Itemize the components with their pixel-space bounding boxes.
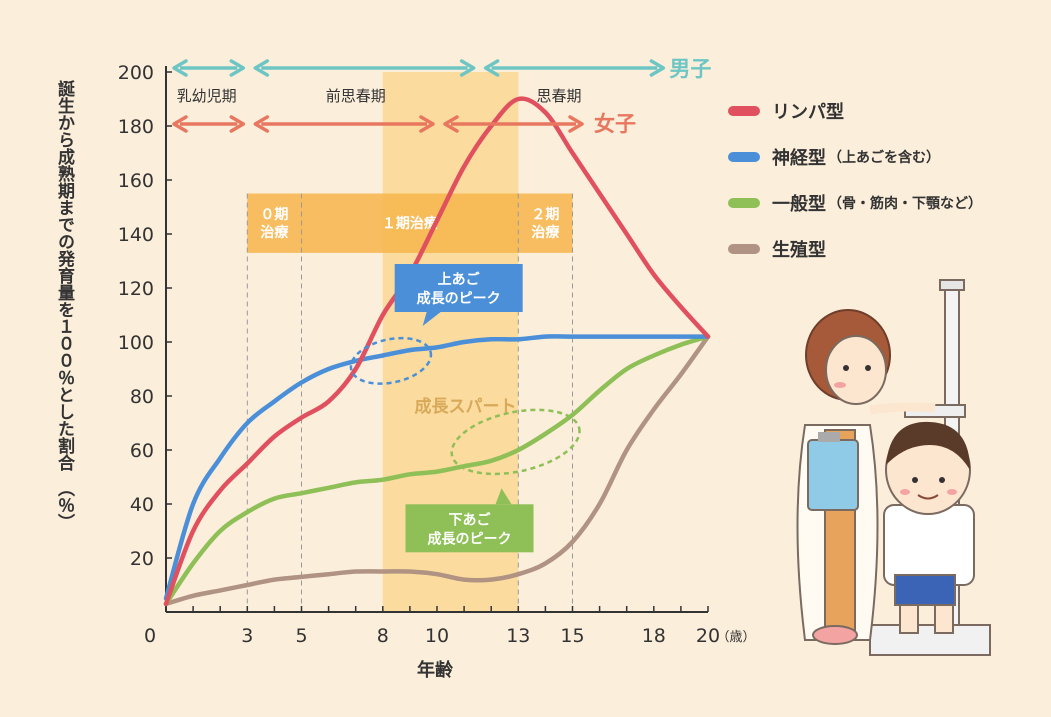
female-period-arrow (172, 115, 246, 133)
female-period-arrow (253, 115, 435, 133)
arrow-head-left (172, 115, 188, 133)
legend-item: 一般型 （骨・筋肉・下顎など） (728, 180, 982, 226)
y-tick-label: 60 (130, 440, 154, 462)
legend-sublabel: （骨・筋肉・下顎など） (828, 196, 982, 212)
x-tick-label: 8 (377, 625, 389, 647)
legend-sublabel: （上あごを含む） (828, 150, 940, 166)
x-tick-label: 15 (560, 625, 584, 647)
treatment-segment (301, 193, 519, 253)
callout-text: 成長のピーク (428, 530, 512, 547)
x-tick-label: 13 (506, 625, 530, 647)
arrow-head-left (253, 59, 270, 77)
arrow-head-left (483, 59, 500, 77)
y-tick-label: 20 (130, 548, 154, 570)
x-unit-label: （歳） (716, 630, 755, 645)
legend-label: 神経型 (772, 148, 826, 169)
arrow-head-right (568, 115, 584, 133)
treatment-label: １期治療 (382, 215, 439, 232)
callout-pointer (495, 488, 512, 505)
callout-box (405, 504, 534, 553)
female-label: 女子 (594, 112, 636, 136)
callout-ellipse (450, 408, 581, 476)
arrow-head-left (172, 59, 188, 77)
arrow-head-right (419, 115, 435, 133)
doctor-child-illustration (796, 279, 991, 656)
legend-item: 生殖型 (728, 226, 982, 272)
legend-swatch (728, 244, 760, 254)
legend-item: 神経型 （上あごを含む） (728, 134, 982, 180)
treatment-label: ２期 (531, 207, 559, 223)
arrow-head-left (443, 115, 459, 133)
legend-label: リンパ型 (772, 102, 844, 123)
arrow-head-right (229, 59, 246, 77)
legend-item: リンパ型 (728, 88, 982, 134)
period-label: 思春期 (536, 87, 581, 105)
y-tick-label: 160 (118, 170, 154, 192)
legend-swatch (728, 198, 760, 208)
x-tick-label: 0 (144, 625, 156, 647)
x-tick-label: 10 (425, 625, 449, 647)
female-period-arrow (443, 115, 584, 133)
x-tick-label: 20 (696, 625, 720, 647)
y-tick-label: 40 (130, 494, 154, 516)
x-axis-title: 年齢 (417, 659, 454, 681)
x-tick-label: 5 (295, 625, 307, 647)
arrow-head-left (253, 115, 270, 133)
treatment-segment (247, 193, 302, 253)
y-tick-label: 140 (118, 224, 154, 246)
series-line-1 (163, 334, 711, 601)
x-tick-label: 3 (241, 625, 253, 647)
series-line-3 (163, 334, 711, 607)
axes: 20 40 60 80 100 120 140 160 180 200 0 3 5 8 10 13 15 18 20… (54, 62, 756, 681)
period-label: 乳幼児期 (177, 87, 237, 105)
arrow-head-right (649, 59, 666, 77)
male-period-arrow (172, 59, 246, 77)
treatment-label: 治療 (260, 224, 289, 241)
period-label: 前思春期 (326, 87, 386, 105)
legend-swatch (728, 152, 760, 162)
y-axis-title: 誕生から成熟期までの発育量を１００％とした割合 （％） (54, 79, 76, 531)
y-tick-label: 80 (130, 386, 154, 408)
legend-swatch (728, 106, 760, 116)
callout-box (394, 264, 523, 312)
y-tick-label: 180 (118, 116, 154, 138)
y-tick-label: 120 (118, 278, 154, 300)
male-period-arrow (253, 59, 476, 77)
treatment-label: 治療 (531, 224, 560, 241)
y-tick-label: 200 (118, 62, 154, 84)
legend-label: 一般型 (772, 194, 826, 215)
callout-text: 成長のピーク (417, 290, 501, 307)
callout-ellipse (349, 336, 433, 385)
callout-text: 下あご (449, 511, 492, 528)
series-line-0 (163, 96, 711, 607)
series-lines (163, 96, 711, 607)
series-line-2 (163, 334, 711, 607)
male-period-arrow (483, 59, 666, 77)
arrow-head-right (459, 59, 476, 77)
x-tick-label: 18 (642, 625, 666, 647)
male-label: 男子 (669, 57, 711, 81)
callout-text: 上あご (438, 271, 481, 288)
callout-pointer (422, 312, 441, 326)
legend: リンパ型 神経型 （上あごを含む） 一般型 （骨・筋肉・下顎など） 生殖型 (728, 88, 982, 272)
legend-label: 生殖型 (772, 240, 826, 261)
treatment-segment (518, 193, 573, 253)
y-tick-label: 100 (118, 332, 154, 354)
growth-spurt-label: 成長スパート (415, 396, 517, 417)
arrow-head-right (229, 115, 246, 133)
dashed-lines (246, 193, 573, 612)
treatment-label: ０期 (260, 207, 288, 223)
